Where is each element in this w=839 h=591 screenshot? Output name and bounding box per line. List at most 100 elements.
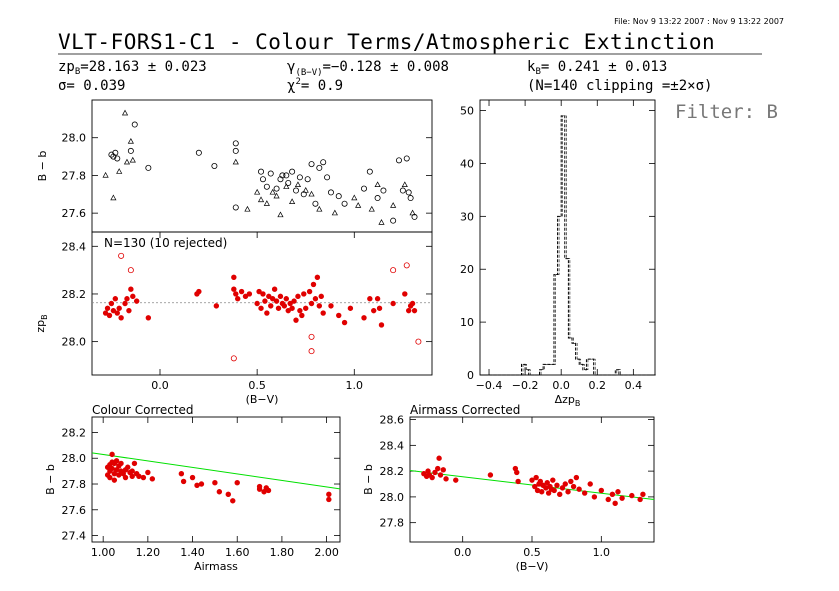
y-tick-label: 28.0 [380,491,405,504]
data-point [129,156,136,163]
raw-zeropoint-panel: 27.6 27.8 28.0 B − b [36,99,433,233]
y-tick-label: 0 [467,369,474,382]
data-point [308,333,315,340]
data-point [409,209,416,216]
data-point [303,305,309,311]
data-point [233,291,239,297]
data-point [514,469,520,476]
data-point [195,149,202,156]
data-point [316,205,323,212]
x-axis-label: (B−V) [516,560,549,573]
data-point [129,468,135,474]
data-point [244,205,251,212]
data-point [107,474,113,481]
data-point [266,293,272,300]
data-point [268,303,274,309]
clipping-info: (N=140 clipping =±2×σ) [527,78,712,94]
data-point [254,188,261,195]
x-tick-label: −0.4 [476,379,503,392]
data-point [110,307,117,314]
data-point [318,293,324,300]
data-point [234,480,240,486]
data-point [265,487,272,494]
x-axis-label-sub: B [575,399,581,408]
data-point [316,303,323,309]
data-point [275,305,282,311]
data-point [289,305,295,311]
data-point [360,185,367,192]
plot-frame [91,231,433,376]
data-point [587,481,593,487]
data-point [562,481,568,487]
data-point [277,293,284,300]
histogram-outline-shadow [481,115,657,376]
x-axis-label-main: Δzp [555,393,575,406]
data-point [212,480,218,486]
data-point [211,162,218,169]
data-point [238,288,245,295]
data-point [435,465,441,472]
data-point [128,286,134,292]
data-point [294,181,302,188]
data-point [390,202,397,208]
data-point [118,315,124,321]
data-point [149,476,156,482]
data-point [296,174,303,181]
data-point [361,315,367,321]
data-point [258,168,265,175]
fit-line [409,469,655,500]
y-axis-label-sub: B [40,314,49,320]
data-point [112,149,119,156]
data-point [355,202,362,208]
x-tick-label: 0.0 [454,546,472,559]
y-tick-label: 10 [460,316,474,329]
data-point [316,164,323,171]
panel-title: Airmass Corrected [410,403,520,417]
data-point [277,176,284,183]
data-point [273,185,280,192]
data-point [380,187,387,194]
data-point [405,307,412,314]
data-point [129,473,135,479]
x-tick-label: 1.60 [225,546,250,559]
data-point [232,147,239,154]
data-point [256,486,263,492]
data-point [640,491,646,498]
data-point [130,293,136,300]
data-point [440,467,446,473]
data-point [232,204,239,211]
data-point [347,305,354,311]
data-point [111,477,118,483]
data-point [140,474,147,481]
data-point [102,310,109,316]
data-point [279,172,286,179]
data-point [297,307,303,314]
data-point [402,291,408,297]
data-point [395,157,402,164]
data-point [198,481,205,487]
y-tick-label: 40 [460,157,474,170]
zp-result: zpB=28.163 ± 0.023 [58,59,207,77]
data-point [390,267,397,274]
data-point [123,158,131,165]
chi2-result: χ2= 0.9 [287,77,343,94]
filter-label: Filter: B [675,101,778,123]
data-point [277,211,284,218]
data-point [260,291,266,297]
plot-title: VLT-FORS1-C1 - Colour Terms/Atmospheric … [58,30,715,54]
data-point [189,474,196,481]
data-point [116,305,122,311]
data-point [114,310,120,316]
data-point [231,286,237,292]
data-point [559,485,566,491]
data-point [232,140,239,147]
colour-corrected-panel: 27.4 27.6 27.8 28.0 28.2 1.00 1.20 1.40 1.60 1.80… [44,403,341,573]
data-point [196,288,202,295]
y-tick-label: 20 [460,263,474,276]
data-point [331,209,338,216]
x-axis-label: Airmass [194,560,238,573]
data-point [550,477,556,483]
data-point [257,196,265,203]
data-point [216,489,223,495]
data-point [374,195,381,202]
